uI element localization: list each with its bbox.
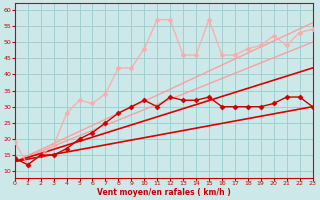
X-axis label: Vent moyen/en rafales ( km/h ): Vent moyen/en rafales ( km/h ): [97, 188, 230, 197]
